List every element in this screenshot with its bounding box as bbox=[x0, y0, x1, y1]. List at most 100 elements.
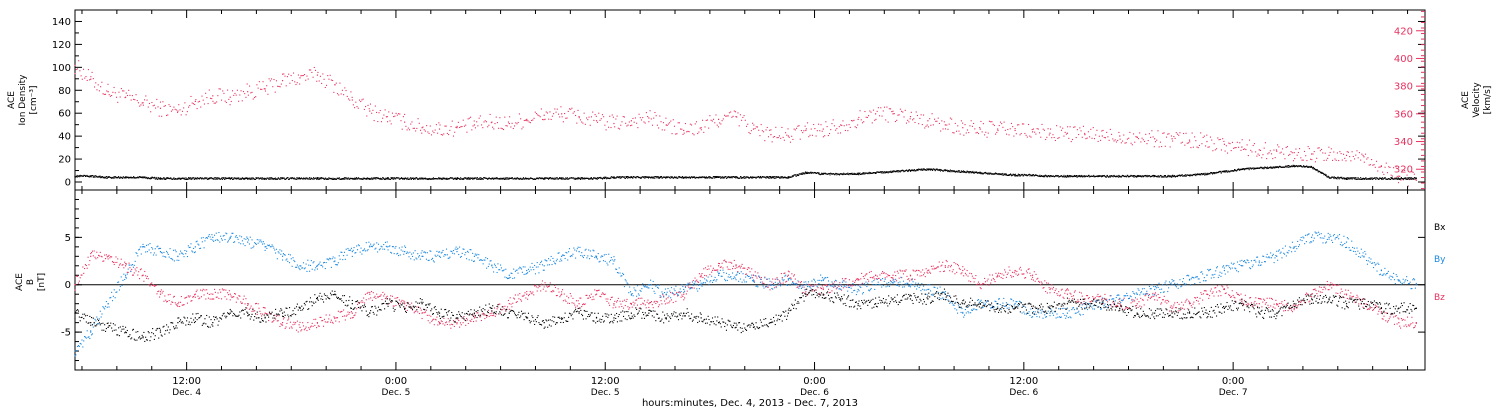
bz-series-sample bbox=[372, 292, 374, 294]
density-series-sample bbox=[513, 178, 515, 180]
bz-series-sample bbox=[208, 293, 210, 296]
density-series-sample bbox=[1370, 178, 1372, 180]
density-series-sample bbox=[155, 176, 157, 179]
velocity-series-sample bbox=[1209, 136, 1212, 138]
density-series-sample bbox=[211, 177, 213, 179]
density-series-sample bbox=[897, 170, 899, 172]
density-series-sample bbox=[653, 176, 655, 178]
bz-series-sample bbox=[479, 316, 481, 318]
velocity-series-sample bbox=[1358, 152, 1360, 154]
density-series-sample bbox=[539, 177, 541, 179]
bz-series-sample bbox=[697, 281, 699, 283]
velocity-series bbox=[74, 60, 1417, 187]
bz-series-sample bbox=[165, 299, 167, 301]
bz-series-sample bbox=[273, 319, 275, 321]
density-series-sample bbox=[313, 177, 315, 179]
density-series-sample bbox=[1202, 173, 1204, 175]
bz-series-sample bbox=[125, 263, 128, 265]
density-series-sample bbox=[400, 177, 402, 179]
bz-series-sample bbox=[657, 301, 659, 303]
velocity-series-sample bbox=[408, 129, 411, 131]
velocity-series-sample bbox=[546, 112, 549, 114]
bz-series-sample bbox=[153, 285, 155, 287]
bz-series-sample bbox=[426, 314, 428, 316]
velocity-series-sample bbox=[207, 103, 209, 105]
velocity-series-sample bbox=[590, 116, 593, 118]
velocity-series-sample bbox=[946, 124, 948, 126]
velocity-series-sample bbox=[1400, 179, 1402, 181]
density-series-sample bbox=[1271, 166, 1273, 168]
bz-series-sample bbox=[227, 292, 229, 294]
bz-series-sample bbox=[385, 296, 387, 298]
density-series-sample bbox=[274, 178, 276, 180]
velocity-series-sample bbox=[424, 130, 426, 132]
top-right-tick-label: 380 bbox=[1394, 82, 1413, 93]
velocity-series-sample bbox=[178, 104, 180, 106]
bz-series-sample bbox=[347, 311, 349, 313]
bz-series-sample bbox=[253, 310, 255, 312]
velocity-series-sample bbox=[1147, 139, 1149, 142]
density-series-sample bbox=[1351, 178, 1353, 180]
density-series-sample bbox=[119, 177, 121, 179]
bz-series-sample bbox=[403, 300, 405, 302]
bz-series-sample bbox=[342, 315, 344, 318]
bz-series-sample bbox=[427, 320, 429, 322]
density-series-sample bbox=[928, 169, 930, 171]
bz-series-sample bbox=[397, 303, 400, 305]
velocity-series-sample bbox=[836, 128, 838, 130]
density-series-sample bbox=[643, 176, 645, 178]
bz-series-sample bbox=[384, 293, 386, 295]
bz-series-sample bbox=[655, 302, 657, 305]
density-series-sample bbox=[568, 178, 570, 180]
velocity-series-sample bbox=[1103, 136, 1105, 139]
velocity-series-sample bbox=[980, 120, 982, 122]
density-series-sample bbox=[1184, 174, 1186, 176]
velocity-series-sample bbox=[1026, 136, 1028, 138]
velocity-series-sample bbox=[412, 127, 414, 129]
density-series-sample bbox=[462, 178, 464, 180]
top-panel-frame bbox=[74, 9, 1426, 191]
velocity-series-sample bbox=[454, 131, 456, 133]
density-series-sample bbox=[1277, 167, 1280, 169]
velocity-series-sample bbox=[346, 95, 348, 97]
velocity-series-sample bbox=[482, 127, 484, 129]
bz-series-sample bbox=[598, 289, 600, 291]
density-series-sample bbox=[1361, 178, 1363, 180]
bz-series-sample bbox=[196, 289, 198, 291]
bz-series-sample bbox=[515, 301, 517, 304]
bz-series-sample bbox=[550, 290, 552, 293]
density-series-sample bbox=[178, 177, 180, 179]
density-series-sample bbox=[1045, 174, 1047, 176]
density-series-sample bbox=[778, 176, 780, 178]
density-series-sample bbox=[883, 171, 886, 173]
density-series-sample bbox=[1375, 178, 1377, 181]
velocity-series-sample bbox=[268, 78, 270, 80]
velocity-series-point bbox=[543, 114, 545, 116]
bz-series-sample bbox=[456, 323, 458, 325]
velocity-series-point bbox=[299, 77, 301, 79]
density-series-sample bbox=[1032, 174, 1034, 176]
bz-series-sample bbox=[74, 289, 76, 291]
velocity-series-sample bbox=[693, 134, 695, 136]
velocity-series-sample bbox=[775, 126, 777, 128]
density-series-sample bbox=[1108, 176, 1111, 178]
bz-series-sample bbox=[472, 315, 474, 317]
density-series-sample bbox=[239, 178, 241, 180]
velocity-series-sample bbox=[1283, 153, 1285, 155]
bz-series-sample bbox=[638, 307, 640, 309]
bz-series-point bbox=[404, 303, 406, 305]
velocity-series-sample bbox=[627, 124, 629, 126]
density-series-sample bbox=[1134, 175, 1136, 177]
density-series-sample bbox=[223, 177, 225, 179]
velocity-series-sample bbox=[87, 69, 89, 71]
velocity-series-sample bbox=[802, 132, 804, 134]
density-series-sample bbox=[1363, 178, 1365, 180]
density-series-sample bbox=[1220, 172, 1223, 174]
velocity-series-sample bbox=[1369, 164, 1371, 166]
density-series-sample bbox=[644, 177, 646, 179]
velocity-series-sample bbox=[1123, 134, 1125, 136]
velocity-series-sample bbox=[722, 118, 724, 120]
top-right-tick-label: 360 bbox=[1394, 109, 1413, 120]
density-series-sample bbox=[1325, 174, 1327, 177]
bz-series-sample bbox=[498, 303, 500, 305]
